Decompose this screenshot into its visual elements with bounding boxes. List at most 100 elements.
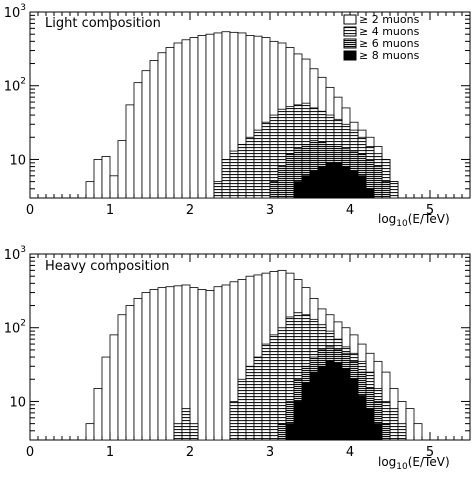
histogram-bar xyxy=(341,166,351,199)
histogram-bar xyxy=(245,365,255,441)
legend-swatch-3 xyxy=(343,38,357,49)
x-tick-label: 5 xyxy=(426,445,434,460)
histogram-bar xyxy=(285,153,295,199)
legend-label-1: ≥ 2 muons xyxy=(359,13,420,26)
histogram-bar xyxy=(277,166,287,199)
histogram-bar xyxy=(349,170,359,199)
histogram-bar xyxy=(149,289,159,441)
histogram-bar xyxy=(101,155,111,199)
histogram-bar xyxy=(301,382,311,441)
panel-light: 0 1 2 3 4 5 103 102 10 Light composition ≥ 2 muo… xyxy=(4,3,471,229)
histogram-bar xyxy=(133,82,143,199)
histogram-bar xyxy=(261,121,271,199)
histogram-bar xyxy=(213,286,223,441)
x-axis-title: log10(E/TeV) xyxy=(378,212,450,229)
legend-swatch-4 xyxy=(343,50,357,61)
y-tick-label: 10 xyxy=(9,395,26,410)
histogram-bar xyxy=(293,401,303,441)
histogram-bar xyxy=(373,423,383,441)
histogram-bar xyxy=(109,334,119,441)
histogram-bar xyxy=(93,388,103,441)
histogram-bar xyxy=(365,188,375,199)
histogram-bar xyxy=(117,314,127,441)
axis-ticks: 0 1 2 3 4 5 103 102 10 xyxy=(4,3,471,218)
histogram-bar xyxy=(357,175,367,199)
x-tick-label: 2 xyxy=(186,445,194,460)
histogram-bar xyxy=(413,423,423,441)
histogram-bar xyxy=(269,181,279,199)
histogram-bar xyxy=(381,423,391,441)
histogram-bar xyxy=(373,166,383,199)
histogram-bar xyxy=(309,371,319,441)
histogram-bar xyxy=(85,181,95,199)
histogram-bar xyxy=(173,285,183,441)
histograms xyxy=(85,31,399,199)
histogram-bar xyxy=(237,378,247,441)
x-tick-label: 1 xyxy=(106,445,114,460)
histogram-bar xyxy=(389,408,399,441)
histogram-bar xyxy=(333,362,343,441)
y-tick-label: 103 xyxy=(4,245,26,263)
legend-label-3: ≥ 6 muons xyxy=(359,37,420,50)
histogram-bar xyxy=(165,286,175,441)
y-tick-label: 102 xyxy=(4,77,26,95)
histogram-bar xyxy=(285,423,295,441)
histogram-bar xyxy=(317,166,327,199)
histogram-bar xyxy=(229,401,239,441)
legend-label-4: ≥ 8 muons xyxy=(359,49,420,62)
histogram-bar xyxy=(245,136,255,199)
histograms xyxy=(85,269,423,441)
histogram-bar xyxy=(101,356,111,441)
x-tick-label: 0 xyxy=(26,445,34,460)
histogram-bar xyxy=(85,423,95,441)
histogram-bar xyxy=(349,378,359,441)
histogram-bar xyxy=(405,408,415,441)
histogram-bar xyxy=(93,159,103,199)
histogram-bar xyxy=(365,408,375,441)
histogram-bar xyxy=(189,37,199,199)
histogram-bar xyxy=(253,129,263,199)
histogram-bar xyxy=(301,175,311,199)
histogram-bar xyxy=(157,52,167,199)
histogram-bar xyxy=(277,327,287,441)
histogram-bar xyxy=(261,343,271,441)
histogram-bar xyxy=(213,32,223,199)
histogram-bar xyxy=(181,408,191,441)
histogram-bar xyxy=(237,143,247,199)
histogram-bar xyxy=(325,360,335,441)
legend-swatch-2 xyxy=(343,26,357,37)
histogram-bar xyxy=(269,334,279,441)
series-4 xyxy=(293,162,375,199)
x-tick-label: 4 xyxy=(346,203,354,218)
histogram-bar xyxy=(149,60,159,199)
histogram-bar xyxy=(333,162,343,199)
axis-ticks: 0 1 2 3 4 5 103 102 10 xyxy=(4,245,471,460)
histogram-bar xyxy=(109,175,119,199)
histogram-bar xyxy=(341,368,351,441)
histogram-bar xyxy=(213,181,223,199)
histogram-bar xyxy=(133,297,143,441)
x-axis-title: log10(E/TeV) xyxy=(378,455,450,472)
histogram-bar xyxy=(125,305,135,441)
histogram-bar xyxy=(309,170,319,199)
x-tick-label: 2 xyxy=(186,203,194,218)
histogram-bar xyxy=(205,290,215,441)
histogram-bar xyxy=(165,47,175,199)
y-tick-label: 102 xyxy=(4,319,26,337)
histogram-bar xyxy=(253,356,263,441)
histogram-bar xyxy=(197,35,207,199)
histogram-bar xyxy=(357,395,367,441)
histogram-bar xyxy=(317,365,327,441)
histogram-bar xyxy=(173,423,183,441)
x-tick-label: 1 xyxy=(106,203,114,218)
legend: ≥ 2 muons ≥ 4 muons ≥ 6 muons ≥ 8 muons xyxy=(343,13,420,62)
histogram-bar xyxy=(229,150,239,199)
histogram-bar xyxy=(325,162,335,199)
x-tick-label: 3 xyxy=(266,445,274,460)
legend-label-2: ≥ 4 muons xyxy=(359,25,420,38)
histogram-bar xyxy=(205,33,215,199)
panel-title: Heavy composition xyxy=(45,259,170,274)
x-tick-label: 3 xyxy=(266,203,274,218)
histogram-bar xyxy=(117,140,127,199)
